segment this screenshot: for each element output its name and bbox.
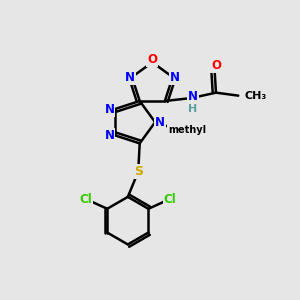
Text: S: S <box>134 165 143 178</box>
Text: methyl: methyl <box>168 124 206 135</box>
Text: N: N <box>170 70 180 84</box>
Text: Cl: Cl <box>164 194 176 206</box>
Text: CH₃: CH₃ <box>183 124 204 135</box>
Text: CH₃: CH₃ <box>245 91 267 100</box>
Text: Cl: Cl <box>79 194 92 206</box>
Text: O: O <box>147 53 157 66</box>
Text: N: N <box>154 116 165 129</box>
Text: N: N <box>188 90 198 103</box>
Text: H: H <box>188 104 198 114</box>
Text: N: N <box>104 129 114 142</box>
Text: N: N <box>124 70 135 84</box>
Text: O: O <box>211 59 221 72</box>
Text: N: N <box>104 103 114 116</box>
